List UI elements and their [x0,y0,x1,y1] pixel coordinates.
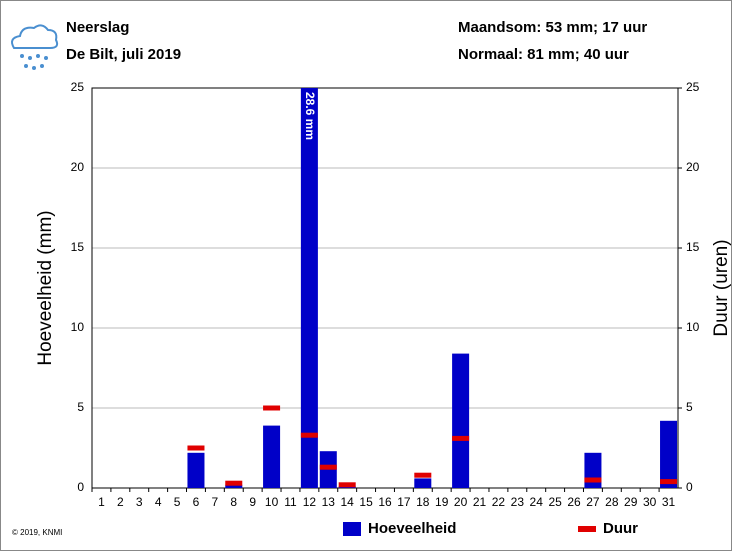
duration-marker [660,479,678,485]
bar [300,88,318,488]
duration-marker [225,480,243,486]
x-tick-label: 10 [265,495,279,509]
y-tick-label: 25 [71,80,85,94]
x-tick-label: 25 [548,495,562,509]
bar [660,420,678,488]
annotation: Normaal: 81 mm; 40 uur [458,46,629,63]
x-tick-label: 16 [378,495,392,509]
x-tick-label: 5 [174,495,181,509]
x-tick-label: 2 [117,495,124,509]
x-tick-label: 12 [303,495,317,509]
y2-tick-label: 20 [686,160,700,174]
x-tick-label: 24 [530,495,544,509]
x-tick-label: 14 [341,495,355,509]
credit: © 2019, KNMI [12,528,62,537]
y-tick-label: 20 [71,160,85,174]
x-tick-label: 7 [212,495,219,509]
x-tick-label: 26 [567,495,581,509]
y-tick-label: 5 [77,400,84,414]
chart-title: Neerslag [66,19,129,36]
bar [414,478,432,488]
x-tick-label: 21 [473,495,487,509]
y-tick-label: 15 [71,240,85,254]
x-tick-label: 31 [662,495,676,509]
legend-swatch [343,522,361,536]
y2-tick-label: 25 [686,80,700,94]
legend-label: Duur [603,520,638,537]
rain-icon [11,24,59,70]
x-tick-label: 30 [643,495,657,509]
bar [584,452,602,488]
x-tick-label: 22 [492,495,506,509]
bar [263,425,281,488]
bar [187,452,205,488]
x-tick-label: 6 [193,495,200,509]
x-tick-label: 20 [454,495,468,509]
bar [225,484,243,488]
x-tick-label: 8 [230,495,237,509]
plot-area [187,88,678,488]
legend-label: Hoeveelheid [368,520,456,537]
legend-swatch [578,526,596,532]
x-tick-label: 17 [397,495,411,509]
x-tick-label: 27 [586,495,600,509]
duration-marker [319,464,337,470]
duration-marker [187,445,205,451]
x-tick-label: 9 [249,495,256,509]
y2-tick-label: 10 [686,320,700,334]
x-tick-label: 23 [511,495,525,509]
duration-marker [300,432,318,438]
plot-border [91,87,679,489]
x-tick-label: 1 [98,495,105,509]
value-label: 28.6 mm [303,92,317,140]
y2-tick-label: 15 [686,240,700,254]
x-tick-label: 15 [359,495,373,509]
y2-axis-label: Duur (uren) [711,239,732,336]
chart-subtitle: De Bilt, juli 2019 [66,46,181,63]
x-tick-label: 28 [605,495,619,509]
x-tick-label: 3 [136,495,143,509]
duration-marker [338,482,356,488]
duration-marker [263,405,281,411]
x-tick-label: 11 [284,495,297,509]
y-tick-label: 10 [71,320,85,334]
y-tick-label: 0 [77,480,84,494]
annotation: Maandsom: 53 mm; 17 uur [458,19,647,36]
x-tick-label: 29 [624,495,638,509]
bar [452,353,470,488]
duration-marker [414,472,432,478]
y2-tick-label: 5 [686,400,693,414]
duration-marker [452,435,470,441]
y-axis-label: Hoeveelheid (mm) [35,210,56,365]
x-tick-label: 18 [416,495,430,509]
x-tick-label: 4 [155,495,162,509]
y2-tick-label: 0 [686,480,693,494]
duration-marker [584,477,602,483]
x-tick-label: 13 [322,495,336,509]
x-tick-label: 19 [435,495,449,509]
